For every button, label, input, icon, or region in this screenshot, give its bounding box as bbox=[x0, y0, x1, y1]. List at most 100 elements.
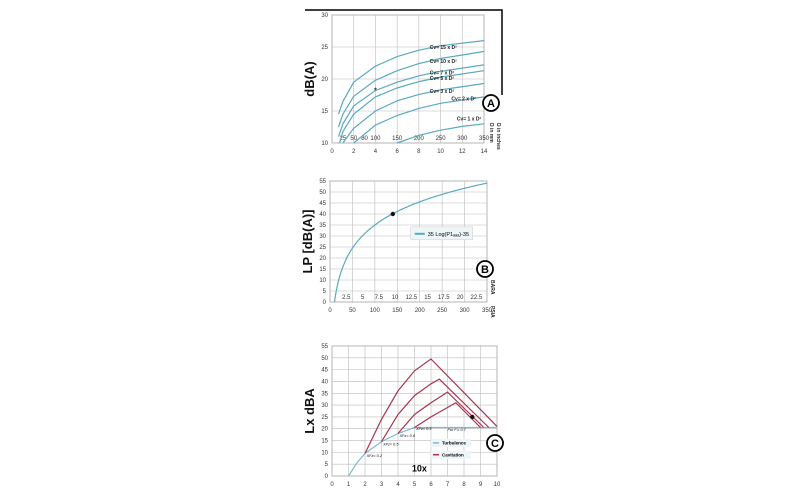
series-line-0 bbox=[337, 40, 485, 115]
x-tick-label: 5 bbox=[413, 482, 417, 488]
series-line-4 bbox=[342, 82, 485, 144]
y-tick-label: 10 bbox=[321, 141, 328, 147]
x-tick-label: 4 bbox=[374, 149, 378, 155]
x-tick-label: 6 bbox=[395, 149, 399, 155]
legend-label: 35 Log(P1ₐₐₐ)-35 bbox=[428, 232, 469, 238]
y-axis-label: dB(A) bbox=[302, 61, 317, 96]
x-tick-label: 10 bbox=[494, 482, 501, 488]
y-tick-label: 35 bbox=[321, 391, 328, 397]
series-line-5 bbox=[353, 96, 485, 144]
x-tick-label: 8 bbox=[417, 149, 421, 155]
panel-badge-label: B bbox=[481, 264, 489, 276]
y-tick-label: 30 bbox=[321, 13, 328, 19]
secondary-x-tick-label: 25 bbox=[340, 136, 347, 142]
y-tick-label: 25 bbox=[321, 415, 328, 421]
secondary-x-tick-label: 5 bbox=[361, 295, 365, 301]
x-tick-label: 9 bbox=[479, 482, 483, 488]
y-tick-label: 0 bbox=[323, 300, 327, 306]
series-label: Cv= 7 x D² bbox=[430, 70, 455, 76]
x-tick-label: 8 bbox=[462, 482, 466, 488]
series-line-1 bbox=[364, 358, 498, 454]
y-tick-label: 45 bbox=[319, 201, 326, 207]
legend-label: Cavitation bbox=[442, 453, 464, 458]
secondary-x-tick-label: 10 bbox=[392, 295, 399, 301]
y-tick-label: 5 bbox=[323, 289, 327, 295]
x-tick-label: 50 bbox=[349, 308, 356, 314]
x-axis-right-label: PSIA bbox=[489, 306, 495, 318]
panel-badge-circle bbox=[486, 434, 504, 452]
series-line-4 bbox=[414, 401, 481, 429]
legend-box bbox=[431, 450, 471, 459]
annotation-label: 10x bbox=[412, 463, 427, 473]
y-axis-label: Lx dBA bbox=[302, 388, 317, 434]
x-tick-label: 300 bbox=[460, 308, 471, 314]
series-line-3 bbox=[397, 391, 485, 434]
y-tick-label: 25 bbox=[321, 45, 328, 51]
secondary-x-tick-label: 200 bbox=[414, 136, 425, 142]
y-tick-label: 30 bbox=[319, 234, 326, 240]
x-tick-label: 150 bbox=[392, 308, 403, 314]
x-tick-label: 4 bbox=[396, 482, 400, 488]
secondary-x-tick-label: 50 bbox=[350, 136, 357, 142]
y-tick-label: 20 bbox=[321, 77, 328, 83]
curve-annotation: XFz= 0.6 bbox=[399, 434, 416, 438]
y-tick-label: 10 bbox=[319, 278, 326, 284]
x-tick-label: 10 bbox=[437, 149, 444, 155]
panel-badge-label: A bbox=[487, 98, 495, 110]
y-tick-label: 15 bbox=[321, 109, 328, 115]
y-tick-label: 35 bbox=[319, 223, 326, 229]
secondary-x-tick-label: 22.5 bbox=[471, 295, 483, 301]
curve-annotation: For Fₗ= 0.7 bbox=[448, 428, 467, 432]
x-tick-label: 2 bbox=[363, 482, 367, 488]
y-tick-label: 50 bbox=[321, 356, 328, 362]
series-line-3 bbox=[339, 70, 485, 144]
secondary-x-tick-label: 350 bbox=[479, 136, 490, 142]
panel-a-frame bbox=[305, 9, 503, 95]
secondary-x-tick-label: 15 bbox=[424, 295, 431, 301]
x-tick-label: 100 bbox=[370, 308, 381, 314]
secondary-x-tick-label: 7.5 bbox=[375, 295, 384, 301]
x-tick-label: 250 bbox=[437, 308, 448, 314]
series-label: Cv= 5 x D² bbox=[430, 76, 455, 82]
series-line-0 bbox=[333, 182, 488, 303]
panel-badge-circle bbox=[476, 260, 494, 278]
x-tick-label: 6 bbox=[429, 482, 433, 488]
y-tick-label: 15 bbox=[319, 267, 326, 273]
panel-badge-circle bbox=[482, 94, 500, 112]
y-tick-label: 15 bbox=[321, 439, 328, 445]
plot-area bbox=[329, 180, 488, 303]
x-tick-label: 3 bbox=[380, 482, 384, 488]
data-marker bbox=[470, 414, 475, 420]
chart-panel-b: 0 50 100 150 200 250 300 350 0 5 10 15 20 25 30 35 40 45 5… bbox=[300, 179, 495, 318]
curve-annotation: XFz= 0.2 bbox=[366, 454, 383, 458]
secondary-x-tick-label: 80 bbox=[361, 136, 368, 142]
x-tick-label: 0 bbox=[330, 482, 334, 488]
x-tick-label: 12 bbox=[459, 149, 466, 155]
series-label: Cv= 3 x D² bbox=[430, 89, 455, 95]
series-label: Cv= 1 x D² bbox=[457, 116, 482, 122]
series-label: Cv= 10 x D² bbox=[430, 59, 457, 65]
x-tick-label: 2 bbox=[352, 149, 356, 155]
y-tick-label: 5 bbox=[325, 462, 329, 468]
secondary-x-tick-label: 12.5 bbox=[405, 295, 417, 301]
x-tick-label: 1 bbox=[347, 482, 351, 488]
curve-annotation: XFz= 0.5 bbox=[415, 427, 432, 431]
legend-label: Turbulence bbox=[442, 441, 466, 446]
x-tick-label: 0 bbox=[330, 149, 334, 155]
secondary-x-tick-label: 20 bbox=[457, 295, 464, 301]
y-tick-label: 40 bbox=[321, 379, 328, 385]
y-tick-label: 40 bbox=[319, 212, 326, 218]
y-tick-label: 45 bbox=[321, 368, 328, 374]
x-tick-label: 7 bbox=[446, 482, 450, 488]
series-line-2 bbox=[337, 64, 485, 137]
secondary-x-tick-label: 2.5 bbox=[342, 295, 351, 301]
series-line-2 bbox=[380, 378, 490, 443]
panel-badge-label: C bbox=[491, 438, 499, 450]
secondary-x-tick-label: 150 bbox=[392, 136, 403, 142]
data-marker bbox=[390, 211, 395, 217]
y-tick-label: 55 bbox=[321, 344, 328, 350]
series-label: Cv= 2 x D² bbox=[451, 97, 476, 103]
legend-box bbox=[431, 438, 471, 447]
